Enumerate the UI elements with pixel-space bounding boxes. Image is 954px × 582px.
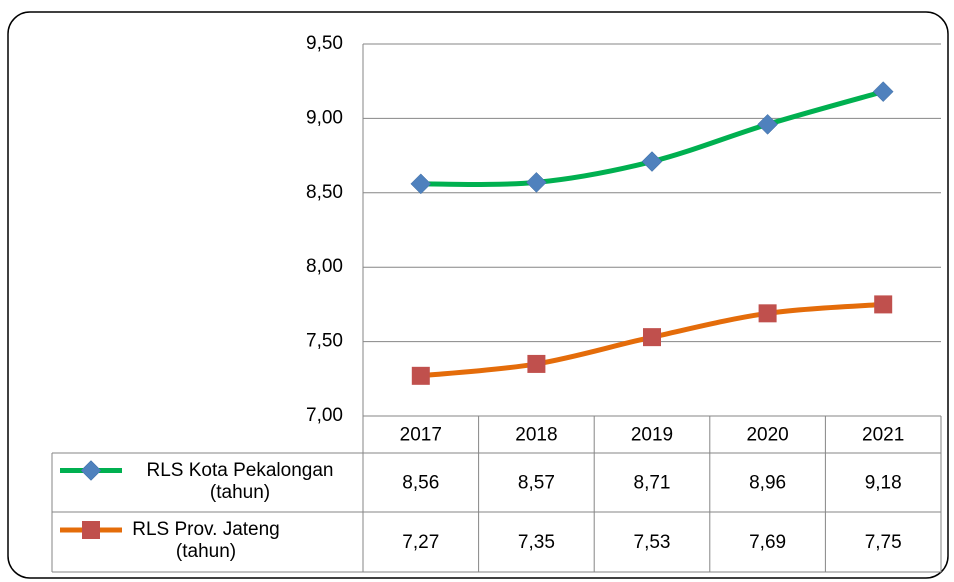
x-tick-label: 2017	[400, 425, 442, 446]
table-value: 7,53	[634, 532, 671, 553]
legend-label: RLS Kota Pekalongan (tahun)	[146, 459, 334, 503]
table-value: 9,18	[865, 473, 902, 494]
y-tick-label: 7,50	[306, 331, 343, 352]
table-value: 7,27	[402, 532, 439, 553]
marker	[526, 172, 547, 193]
table-value: 8,71	[634, 473, 671, 494]
y-tick-label: 8,50	[306, 182, 343, 203]
x-tick-label: 2021	[862, 425, 904, 446]
table-value: 7,35	[518, 532, 555, 553]
y-tick-label: 7,00	[306, 405, 343, 426]
legend-label: RLS Prov. Jateng (tahun)	[132, 519, 280, 562]
y-tick-label: 8,00	[306, 256, 343, 277]
marker	[757, 113, 778, 135]
x-tick-label: 2019	[631, 425, 673, 446]
y-tick-label: 9,50	[306, 33, 343, 54]
marker	[410, 173, 432, 195]
marker	[643, 328, 661, 347]
marker	[874, 295, 893, 314]
legend-marker	[82, 521, 100, 539]
y-tick-label: 9,00	[306, 107, 343, 128]
frame	[7, 11, 949, 579]
marker	[758, 304, 777, 323]
table-value: 8,96	[749, 473, 786, 494]
marker	[872, 81, 894, 102]
marker	[411, 366, 430, 385]
table-value: 7,75	[865, 532, 902, 553]
legend-marker	[80, 460, 102, 481]
table-value: 7,69	[749, 532, 786, 553]
table-value: 8,57	[518, 473, 555, 494]
marker	[527, 354, 546, 373]
marker	[641, 151, 663, 172]
table-value: 8,56	[402, 473, 439, 494]
x-tick-label: 2020	[746, 425, 788, 446]
x-tick-label: 2018	[515, 425, 557, 446]
